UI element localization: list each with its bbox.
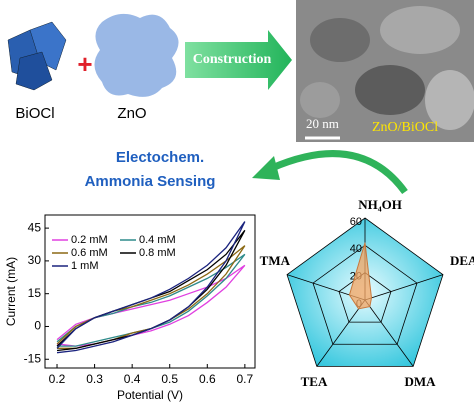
cv-curve: [56, 245, 246, 349]
x-tick-label: 0.5: [161, 372, 178, 386]
cv-curve: [56, 253, 246, 347]
y-tick-label: 30: [28, 253, 42, 267]
x-tick-label: 0.3: [86, 372, 103, 386]
legend-label: 0.4 mM: [139, 234, 176, 246]
radar-category-label: TMA: [260, 253, 291, 268]
composite-label: ZnO/BiOCl: [372, 120, 438, 135]
legend-label: 1 mM: [71, 260, 99, 272]
y-tick-label: 15: [28, 286, 42, 300]
x-tick-label: 0.4: [124, 372, 141, 386]
x-axis-label: Potential (V): [117, 388, 183, 402]
construction-arrow: [185, 30, 292, 90]
legend-label: 0.6 mM: [71, 247, 108, 259]
radar-spoke: [316, 299, 366, 367]
step-label: Construction: [193, 52, 272, 67]
biocl-icon: [7, 21, 67, 91]
application-label: Electochem.: [116, 149, 204, 166]
x-tick-label: 0.2: [49, 372, 66, 386]
plot-frame: [44, 214, 256, 369]
zno-icon: [94, 13, 179, 97]
y-tick-label: -15: [24, 351, 42, 365]
legend-label: 0.8 mM: [139, 247, 176, 259]
legend-label: 0.2 mM: [71, 234, 108, 246]
plus: +: [77, 49, 92, 79]
tem-image: [296, 0, 474, 142]
radar-spoke: [364, 274, 444, 301]
x-tick-label: 0.6: [199, 372, 216, 386]
arrow-head: [252, 156, 280, 180]
radar-grid-ring: [312, 244, 418, 345]
curved-arrow: [270, 150, 408, 195]
application-label: Ammonia Sensing: [85, 173, 216, 190]
radar-grid-ring: [338, 272, 392, 323]
radar-grid-ring: [286, 217, 444, 367]
r-tick-label: 60: [350, 216, 362, 228]
y-tick-label: 45: [28, 220, 42, 234]
r-tick-label: 40: [350, 243, 362, 255]
y-tick-label: 0: [34, 319, 41, 333]
cv-curve: [56, 221, 246, 354]
radar-category-label: DEA: [450, 253, 474, 268]
x-tick-label: 0.7: [237, 372, 254, 386]
radar-spoke: [364, 299, 414, 367]
material-label: ZnO: [117, 105, 146, 122]
radar-area: [348, 242, 373, 310]
scale-bar-label: 20 nm: [306, 116, 339, 131]
material-label: BiOCl: [15, 105, 54, 122]
radar-category-label: DMA: [404, 374, 436, 389]
radar-category-label: NH₄OH: [358, 197, 402, 212]
radar-category-label: TEA: [301, 374, 328, 389]
y-axis-label: Current (mA): [4, 257, 18, 326]
